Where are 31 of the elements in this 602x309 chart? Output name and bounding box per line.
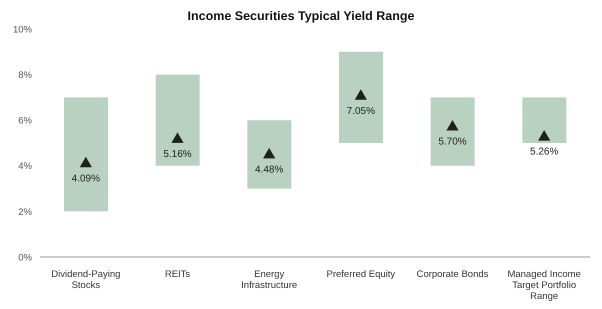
bar (339, 52, 383, 143)
x-tick-label: Corporate Bonds (416, 269, 489, 280)
y-tick-label: 0% (18, 252, 33, 264)
x-tick-label: Dividend-Paying Stocks (51, 269, 120, 291)
point (354, 89, 367, 100)
data-label: 5.26% (530, 146, 558, 158)
point (80, 156, 92, 168)
data-label: 4.09% (72, 173, 100, 184)
data-label: 4.48% (254, 164, 284, 176)
x-tick-label: REITs (164, 269, 190, 280)
chart-title: Income Securities Typical Yield Range (186, 9, 416, 23)
data-label: 5.16% (163, 148, 192, 160)
y-tick-label: 6% (18, 116, 33, 127)
point (263, 148, 276, 158)
x-tick-label: Managed Income Target Portfolio Range (507, 269, 581, 302)
point (538, 130, 550, 141)
y-tick-label: 10% (12, 24, 33, 36)
point (446, 120, 459, 131)
point (171, 132, 184, 143)
y-tick-label: 2% (18, 206, 33, 218)
y-tick-label: 4% (18, 161, 33, 172)
bar (156, 74, 200, 166)
y-tick-label: 8% (18, 70, 33, 81)
data-label: 7.05% (346, 106, 376, 117)
bar (430, 97, 475, 166)
bar (247, 120, 292, 189)
x-tick-label: Energy Infrastructure (241, 269, 298, 291)
bar (522, 97, 566, 143)
bar (64, 97, 108, 212)
x-tick-label: Preferred Equity (326, 269, 396, 280)
data-label: 5.70% (438, 136, 467, 148)
